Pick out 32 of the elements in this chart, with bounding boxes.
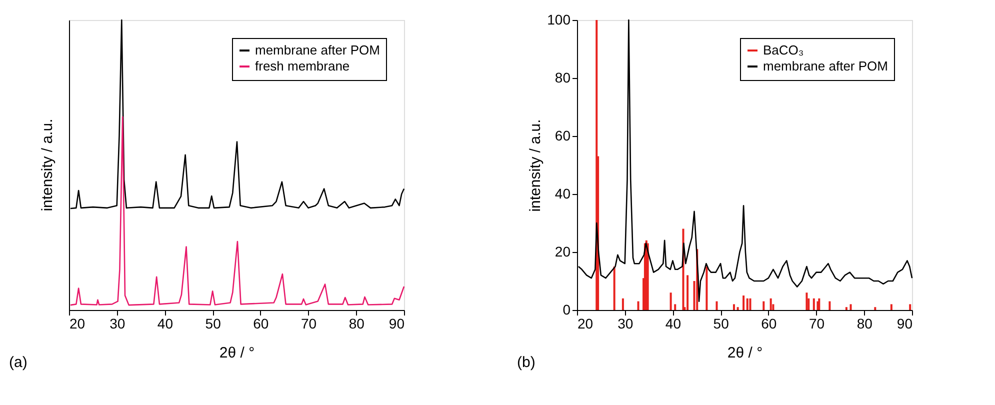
x-tick-label: 50 bbox=[713, 316, 730, 332]
y-tick-label: 60 bbox=[554, 128, 571, 144]
y-tick-label: 80 bbox=[554, 70, 571, 86]
x-tick-label: 80 bbox=[348, 316, 365, 332]
x-tick-label: 80 bbox=[856, 316, 873, 332]
x-tick-label: 40 bbox=[157, 316, 174, 332]
legend-label: BaCO₃ bbox=[763, 42, 804, 58]
x-tick-label: 70 bbox=[300, 316, 317, 332]
y-tick-label: 20 bbox=[554, 244, 571, 260]
y-axis-title: intensity / a.u. bbox=[39, 118, 56, 212]
x-tick-label: 30 bbox=[618, 316, 634, 332]
x-tick-label: 30 bbox=[110, 316, 126, 332]
x-tick-label: 90 bbox=[388, 316, 405, 332]
y-tick-label: 0 bbox=[562, 302, 571, 318]
x-tick-label: 60 bbox=[253, 316, 269, 332]
x-tick-label: 50 bbox=[205, 316, 222, 332]
x-tick-label: 40 bbox=[665, 316, 682, 332]
y-axis-title: intensity / a.u. bbox=[527, 119, 544, 212]
x-tick-label: 20 bbox=[578, 316, 594, 332]
x-tick-label: 20 bbox=[70, 316, 86, 332]
x-axis-title: 2θ / ° bbox=[219, 344, 255, 362]
y-tick-label: 100 bbox=[547, 12, 571, 28]
text: (a) bbox=[9, 354, 28, 371]
legend-label: membrane after POM bbox=[255, 42, 380, 58]
legend-label: fresh membrane bbox=[255, 58, 350, 74]
x-tick-label: 60 bbox=[761, 316, 777, 332]
text: (b) bbox=[517, 354, 536, 371]
y-tick-label: 40 bbox=[554, 186, 571, 202]
x-tick-label: 70 bbox=[808, 316, 825, 332]
legend-label: membrane after POM bbox=[763, 58, 888, 74]
x-axis-title: 2θ / ° bbox=[727, 344, 763, 362]
x-tick-label: 90 bbox=[896, 316, 913, 332]
